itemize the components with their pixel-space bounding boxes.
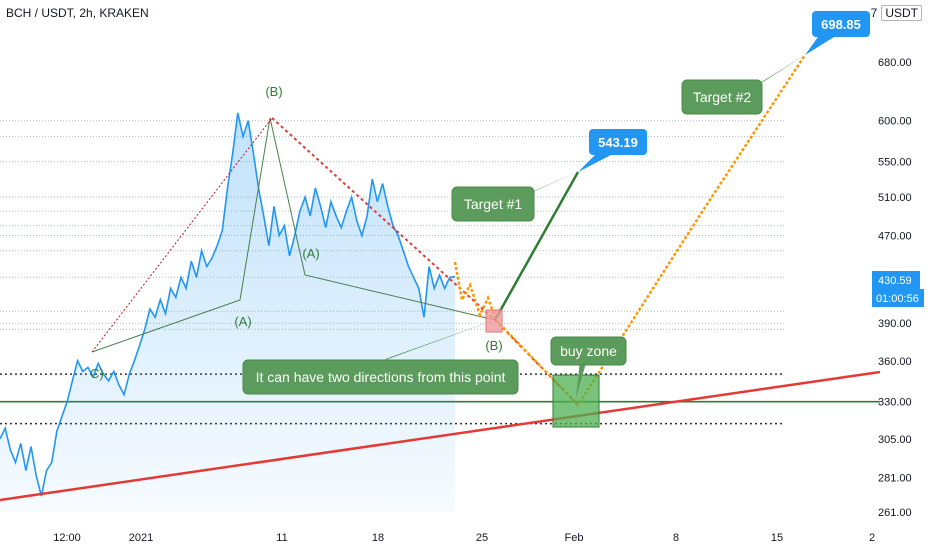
x-tick-label: 2: [869, 532, 875, 544]
target-pointer: [805, 37, 834, 55]
annotations: (B) (A) (A) (B) C) Target #1 Target #2 It can h…: [90, 11, 870, 428]
x-axis: 12:00 2021 11 18 25 Feb 8 15 2: [53, 532, 875, 544]
target-text: 698.85: [821, 17, 861, 32]
x-tick-label: 11: [276, 532, 287, 544]
y-tick-label: 261.00: [878, 507, 912, 519]
callout-pointer: [528, 172, 578, 194]
currency-label[interactable]: 7 USDT: [870, 5, 922, 21]
wave-line: [91, 117, 496, 353]
y-tick-label: 01:00:56: [876, 293, 919, 305]
chart-symbol-title: BCH / USDT, 2h, KRAKEN: [6, 6, 149, 20]
callout-text: It can have two directions from this poi…: [256, 369, 506, 385]
callout-box: [451, 186, 535, 222]
x-tick-label: Feb: [565, 532, 584, 544]
x-tick-label: 2021: [129, 532, 153, 544]
target-pointer: [578, 155, 611, 172]
currency-prefix: 7: [870, 6, 878, 20]
callout-text: Target #2: [693, 89, 752, 105]
target-1-line: [493, 171, 580, 321]
callout: It can have two directions from this poi…: [242, 320, 519, 395]
price-line-group: [0, 112, 456, 497]
y-tick-label: 305.00: [878, 434, 912, 446]
callout-pointer: [755, 55, 805, 86]
price-area: [0, 112, 455, 513]
callout-text: Target #1: [464, 196, 523, 212]
y-tick-label: 600.00: [878, 116, 912, 128]
x-tick-label: 8: [673, 532, 679, 544]
price-line: [0, 112, 456, 497]
target-box: [812, 11, 870, 37]
y-tick-label: 281.00: [878, 472, 912, 484]
y-tick-label: 680.00: [878, 57, 912, 69]
target-price-label: 698.85: [805, 11, 870, 55]
callout-box: [550, 336, 627, 366]
wave-dotted-red: [91, 117, 273, 353]
y-tick-label: 550.00: [878, 157, 912, 169]
x-tick-label: 25: [476, 532, 488, 544]
callout-box: [681, 79, 763, 115]
callout-box: [242, 359, 519, 395]
y-tick-label: 510.00: [878, 192, 912, 204]
currency-unit: USDT: [881, 5, 922, 21]
callout-pointer: [576, 356, 588, 398]
y-tick-label: 430.59: [878, 275, 912, 287]
callout-text: buy zone: [560, 343, 617, 359]
wave-label: (A): [302, 246, 319, 261]
target-price-label: 543.19: [578, 129, 647, 172]
wave-label: (B): [265, 84, 282, 99]
callout: Target #2: [681, 55, 805, 115]
wave-label: (A): [234, 314, 251, 329]
buy-zone-box: [552, 374, 600, 428]
target-box: [589, 129, 647, 155]
y-tick-label: 330.00: [878, 397, 912, 409]
entry-box: [485, 309, 503, 333]
y-tick-label: 390.00: [878, 318, 912, 330]
price-area-fill: [0, 112, 455, 513]
ascending-trendline: [0, 370, 881, 502]
callout-pointer: [380, 320, 495, 362]
countdown-box: [872, 289, 924, 307]
callout: Target #1: [451, 172, 578, 222]
y-axis: 680.00 600.00 550.00 510.00 470.00 430.59 01:0…: [872, 57, 924, 519]
target-text: 543.19: [598, 135, 638, 150]
y-tick-label: 360.00: [878, 356, 912, 368]
callout: buy zone: [550, 336, 627, 398]
x-tick-label: 18: [372, 532, 384, 544]
last-price-box: [872, 271, 920, 289]
x-tick-label: 15: [771, 532, 783, 544]
wave-label: (B): [485, 338, 502, 353]
x-tick-label: 12:00: [53, 532, 81, 544]
y-tick-label: 470.00: [878, 230, 912, 242]
wave-label: C): [90, 366, 104, 381]
